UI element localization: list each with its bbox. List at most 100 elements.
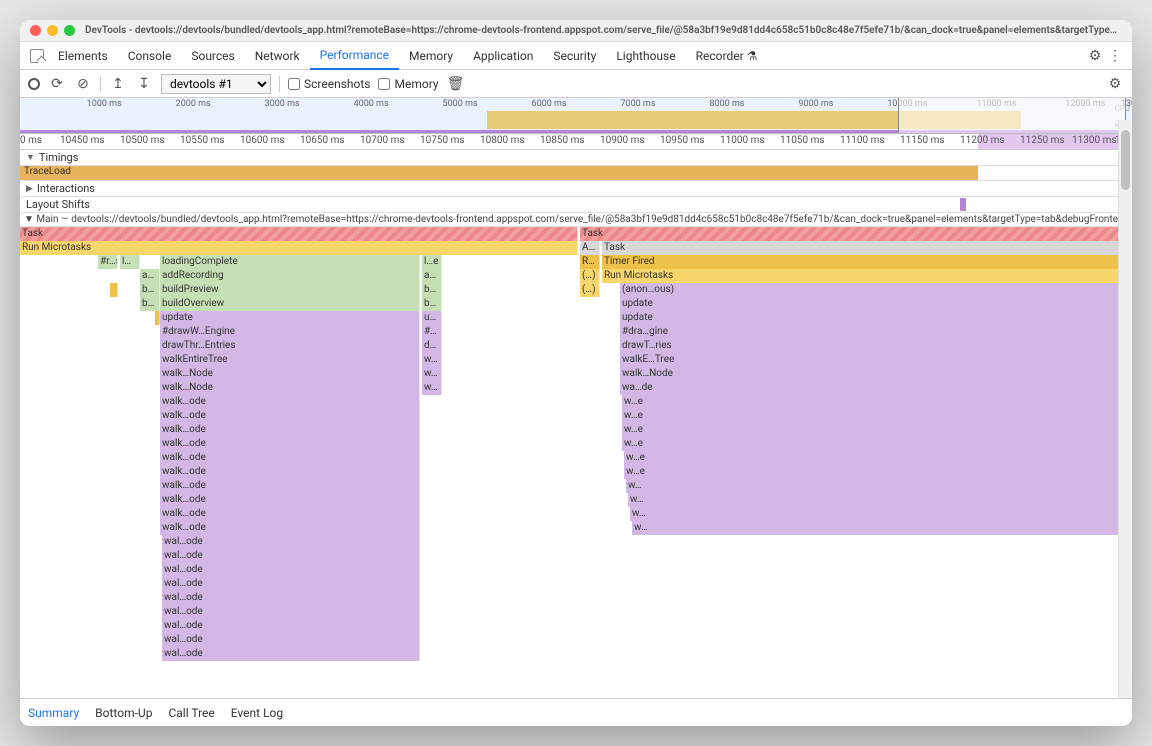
flame-bar[interactable]: w…e xyxy=(622,409,1120,423)
flame-bar[interactable]: walk…Node xyxy=(160,381,420,395)
timings-track[interactable]: ▼Timings xyxy=(20,150,1132,166)
panel-tab-security[interactable]: Security xyxy=(543,42,606,70)
flame-bar[interactable]: u… xyxy=(422,311,442,325)
flame-bar[interactable]: b… xyxy=(140,297,160,311)
flame-bar[interactable]: w…e xyxy=(624,451,1120,465)
panel-tab-application[interactable]: Application xyxy=(463,42,543,70)
flame-bar[interactable]: l…e xyxy=(422,255,442,269)
flame-bar[interactable]: wal…ode xyxy=(162,591,420,605)
details-tab-bottom-up[interactable]: Bottom-Up xyxy=(95,706,152,720)
settings-icon[interactable]: ⚙ xyxy=(1086,47,1104,65)
panel-tab-memory[interactable]: Memory xyxy=(399,42,463,70)
flame-bar[interactable]: walk…ode xyxy=(160,437,420,451)
flame-bar[interactable]: a… xyxy=(140,269,160,283)
flame-bar[interactable]: d… xyxy=(422,339,442,353)
download-icon[interactable]: ↧ xyxy=(135,75,153,93)
timeline-ruler[interactable]: 0 ms10450 ms10500 ms10550 ms10600 ms1065… xyxy=(20,134,1132,150)
details-tab-call-tree[interactable]: Call Tree xyxy=(168,706,214,720)
panel-tab-network[interactable]: Network xyxy=(245,42,310,70)
clear-icon[interactable]: ⊘ xyxy=(74,75,92,93)
flame-bar[interactable]: update xyxy=(160,311,420,325)
flame-bar[interactable]: w… xyxy=(422,367,442,381)
flame-bar[interactable]: walk…ode xyxy=(160,395,420,409)
panel-tab-elements[interactable]: Elements xyxy=(48,42,118,70)
flame-bar[interactable]: drawThr…Entries xyxy=(160,339,420,353)
flame-bar[interactable]: #dra…gine xyxy=(620,325,1120,339)
flame-bar[interactable]: a… xyxy=(422,269,442,283)
flame-bar[interactable]: walkEntireTree xyxy=(160,353,420,367)
main-track-header[interactable]: ▼ Main — devtools://devtools/bundled/dev… xyxy=(20,213,1132,227)
maximize-icon[interactable] xyxy=(64,25,75,36)
flame-bar[interactable]: buildOverview xyxy=(160,297,420,311)
flame-bar[interactable]: update xyxy=(620,311,1120,325)
flame-bar[interactable]: walkE…Tree xyxy=(620,353,1120,367)
flame-bar[interactable]: walk…ode xyxy=(160,493,420,507)
flame-bar[interactable]: walk…Node xyxy=(620,367,1120,381)
flame-bar[interactable]: b… xyxy=(422,283,442,297)
flame-bar[interactable]: w…e xyxy=(624,465,1120,479)
flame-bar[interactable]: w… xyxy=(628,493,1120,507)
inspect-icon[interactable] xyxy=(28,47,46,65)
more-icon[interactable]: ⋮ xyxy=(1106,47,1124,65)
flame-bar[interactable]: w… xyxy=(626,479,1120,493)
flame-bar[interactable]: wal…ode xyxy=(162,633,420,647)
panel-tab-console[interactable]: Console xyxy=(118,42,182,70)
flame-bar[interactable]: w…e xyxy=(622,437,1120,451)
panel-tab-lighthouse[interactable]: Lighthouse xyxy=(606,42,685,70)
flame-bar[interactable]: update xyxy=(620,297,1120,311)
flame-bar[interactable]: Run Microtasks xyxy=(602,269,1120,283)
panel-tab-recorder[interactable]: Recorder ⚗ xyxy=(686,42,768,70)
details-tab-event-log[interactable]: Event Log xyxy=(231,706,283,720)
overview-selection[interactable] xyxy=(898,98,1126,133)
flame-bar[interactable]: (…) xyxy=(580,269,600,283)
flame-bar[interactable]: (…) xyxy=(580,283,600,297)
flame-bar[interactable]: addRecording xyxy=(160,269,420,283)
flame-bar[interactable]: walk…ode xyxy=(160,451,420,465)
flame-bar[interactable]: wal…ode xyxy=(162,535,420,549)
flame-bar[interactable]: wal…ode xyxy=(162,647,420,661)
flame-bar[interactable]: R… xyxy=(580,255,600,269)
flame-bar[interactable]: w… xyxy=(630,507,1120,521)
recording-select[interactable]: devtools #1 xyxy=(161,74,271,94)
reload-icon[interactable]: ⟳ xyxy=(48,75,66,93)
flame-bar[interactable]: loadingComplete xyxy=(160,255,420,269)
flame-bar[interactable]: wa…de xyxy=(620,381,1120,395)
flame-bar[interactable]: wal…ode xyxy=(162,563,420,577)
minimize-icon[interactable] xyxy=(47,25,58,36)
flame-bar[interactable]: buildPreview xyxy=(160,283,420,297)
details-tab-summary[interactable]: Summary xyxy=(28,706,79,720)
flame-bar[interactable]: wal…ode xyxy=(162,605,420,619)
trash-icon[interactable]: 🗑 xyxy=(447,75,465,93)
flame-bar[interactable]: walk…ode xyxy=(160,465,420,479)
flame-bar[interactable]: #r…s xyxy=(98,255,118,269)
record-icon[interactable] xyxy=(28,78,40,90)
layout-shifts-track[interactable]: Layout Shifts xyxy=(20,197,1132,213)
flame-bar[interactable]: walk…ode xyxy=(160,423,420,437)
flame-bar[interactable]: wal…ode xyxy=(162,619,420,633)
flame-bar[interactable]: walk…Node xyxy=(160,367,420,381)
traceload-track[interactable]: TraceLoad xyxy=(20,166,1132,181)
flame-bar[interactable]: wal…ode xyxy=(162,577,420,591)
flame-bar[interactable]: drawT…ries xyxy=(620,339,1120,353)
flame-bar[interactable]: Task xyxy=(602,241,1120,255)
flame-bar[interactable]: #… xyxy=(422,325,442,339)
flame-bar[interactable]: wal…ode xyxy=(162,549,420,563)
flame-bar[interactable]: walk…ode xyxy=(160,521,420,535)
upload-icon[interactable]: ↥ xyxy=(109,75,127,93)
overview-minimap[interactable]: CPU NET 1000 ms2000 ms3000 ms4000 ms5000… xyxy=(20,98,1132,134)
flame-bar[interactable]: walk…ode xyxy=(160,409,420,423)
flame-bar[interactable]: #drawW…Engine xyxy=(160,325,420,339)
flame-chart[interactable]: TaskTaskRun MicrotasksA…Task#r…sl…loadin… xyxy=(20,227,1132,726)
flame-bar[interactable]: Task xyxy=(20,227,578,241)
flame-bar[interactable]: w…e xyxy=(622,423,1120,437)
interactions-track[interactable]: ▶Interactions xyxy=(20,181,1132,197)
vertical-scrollbar[interactable] xyxy=(1118,120,1132,698)
panel-tab-performance[interactable]: Performance xyxy=(310,42,399,70)
memory-checkbox[interactable]: Memory xyxy=(378,77,438,91)
flame-bar[interactable] xyxy=(110,283,118,297)
flame-bar[interactable]: (anon…ous) xyxy=(620,283,1120,297)
flame-bar[interactable]: Task xyxy=(580,227,1120,241)
close-icon[interactable] xyxy=(30,25,41,36)
flame-bar[interactable]: Run Microtasks xyxy=(20,241,578,255)
flame-bar[interactable]: w… xyxy=(422,381,442,395)
